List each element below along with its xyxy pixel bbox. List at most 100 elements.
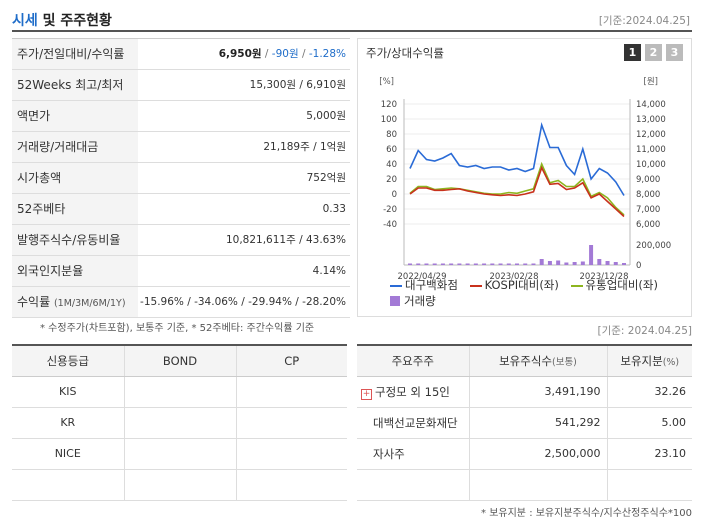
chart-page-2[interactable]: 2 bbox=[645, 44, 662, 61]
shareholders-table: 주요주주 보유주식수(보통) 보유지분(%) + 구정모 외 15인 3,491,… bbox=[357, 344, 692, 501]
legend-line-kospi bbox=[469, 284, 482, 287]
credit-cp bbox=[235, 407, 347, 439]
price: 6,950원 bbox=[218, 48, 262, 60]
left-tick-label: 120 bbox=[381, 100, 397, 110]
foreign-row: 외국인지분율 4.14% bbox=[12, 256, 350, 287]
section-header: 시세 및 주주현황 [기준:2024.04.25] bbox=[12, 8, 692, 32]
title-rest: 및 주주현황 bbox=[37, 13, 112, 29]
volume-bar bbox=[589, 245, 594, 265]
right-axis-unit: [원] bbox=[644, 77, 658, 87]
credit-cp bbox=[235, 469, 347, 501]
holders-header-shares: 보유주식수(보통) bbox=[468, 345, 607, 377]
section-title: 시세 및 주주현황 bbox=[12, 10, 112, 30]
volume-bar bbox=[457, 263, 462, 265]
volume-tick-label: 200,000 bbox=[636, 241, 671, 251]
volume-bar bbox=[498, 263, 503, 265]
volume-bar bbox=[424, 263, 429, 265]
volume-bar bbox=[465, 263, 470, 265]
volume-bar bbox=[564, 262, 569, 265]
holders-header-pct-text: 보유지분 bbox=[620, 353, 663, 368]
chart-title: 주가/상대수익률 bbox=[366, 46, 444, 60]
credit-header-rating: 신용등급 bbox=[12, 345, 124, 377]
holder-name bbox=[357, 469, 469, 501]
chart-page-1[interactable]: 1 bbox=[624, 44, 641, 61]
title-highlight: 시세 bbox=[12, 13, 38, 29]
price-change-rate: -1.28% bbox=[308, 48, 346, 60]
volume-value: 21,189주 / 1억원 bbox=[263, 141, 346, 153]
credit-agency: NICE bbox=[12, 438, 124, 470]
legend-line-stock bbox=[390, 284, 402, 287]
holders-header-pct: 보유지분(%) bbox=[606, 345, 692, 377]
volume-tick-label: 0 bbox=[636, 261, 641, 271]
legend-swatch-volume bbox=[390, 296, 400, 306]
credit-bond bbox=[123, 407, 236, 439]
right-tick-label: 12,000 bbox=[636, 130, 666, 140]
mcap-label: 시가총액 bbox=[12, 163, 138, 193]
series-line-stock bbox=[409, 121, 625, 196]
return-row: 수익률 (1M/3M/6M/1Y) -15.96% / -34.06% / -2… bbox=[12, 287, 350, 318]
chart-page-3[interactable]: 3 bbox=[666, 44, 683, 61]
legend-item-stock: 대구백화점 bbox=[390, 277, 458, 293]
holder-name: 대백선교문화재단 bbox=[357, 407, 469, 439]
left-tick-label: -40 bbox=[383, 220, 397, 230]
beta-row: 52주베타 0.33 bbox=[12, 194, 350, 225]
left-tick-label: 40 bbox=[386, 160, 397, 170]
table-row: + 구정모 외 15인 3,491,190 32.26 bbox=[357, 376, 692, 408]
right-tick-label: 13,000 bbox=[636, 115, 666, 125]
volume-bar bbox=[515, 263, 519, 265]
legend-label-retail: 유통업대비(좌) bbox=[585, 278, 658, 292]
holder-shares bbox=[468, 469, 607, 501]
weeks52-row: 52Weeks 최고/최저 15,300원 / 6,910원 bbox=[12, 70, 350, 101]
holders-header-name: 주요주주 bbox=[357, 345, 469, 377]
holder-pct bbox=[606, 469, 692, 501]
expand-icon[interactable]: + bbox=[361, 388, 372, 400]
volume-bar bbox=[440, 263, 445, 265]
return-periods: (1M/3M/6M/1Y) bbox=[53, 298, 126, 309]
table-row: KR bbox=[12, 407, 347, 439]
right-tick-label: 9,000 bbox=[636, 175, 660, 185]
volume-bar bbox=[531, 263, 536, 265]
table-row: 자사주 2,500,000 23.10 bbox=[357, 438, 692, 470]
legend-label-volume: 거래량 bbox=[404, 294, 436, 308]
volume-bar bbox=[506, 263, 511, 265]
weeks52-value: 15,300원 / 6,910원 bbox=[249, 79, 346, 91]
holder-name-text[interactable]: 구정모 외 15인 bbox=[375, 384, 450, 399]
foreign-label: 외국인지분율 bbox=[12, 256, 138, 286]
price-label: 주가/전일대비/수익률 bbox=[12, 39, 138, 69]
right-tick-label: 7,000 bbox=[636, 205, 660, 215]
table-row bbox=[12, 469, 347, 501]
legend-item-volume: 거래량 bbox=[390, 293, 436, 309]
price-change: -90원 bbox=[271, 48, 299, 60]
shares-row: 발행주식수/유동비율 10,821,611주 / 43.63% bbox=[12, 225, 350, 256]
par-row: 액면가 5,000원 bbox=[12, 101, 350, 132]
volume-bar bbox=[473, 263, 478, 265]
table-row bbox=[357, 469, 692, 501]
credit-bond bbox=[123, 469, 236, 501]
return-value: -15.96% / -34.06% / -29.94% / -28.20% bbox=[140, 296, 346, 308]
right-tick-label: 6,000 bbox=[636, 220, 660, 230]
legend-item-kospi: KOSPI대비(좌) bbox=[469, 277, 559, 293]
legend-item-retail: 유통업대비(좌) bbox=[570, 277, 658, 293]
x-tick-label: 2023/12/28 bbox=[580, 272, 629, 282]
right-tick-label: 8,000 bbox=[636, 190, 660, 200]
credit-bond bbox=[123, 376, 236, 408]
left-tick-label: 0 bbox=[392, 190, 397, 200]
holder-shares: 2,500,000 bbox=[468, 438, 607, 470]
par-label: 액면가 bbox=[12, 101, 138, 131]
table-row: 대백선교문화재단 541,292 5.00 bbox=[357, 407, 692, 439]
credit-header-bond: BOND bbox=[123, 345, 236, 377]
left-tick-label: 60 bbox=[386, 145, 397, 155]
price-info-table: 주가/전일대비/수익률 6,950원 / -90원 / -1.28% 52Wee… bbox=[12, 38, 350, 318]
holders-header-pct-unit: (%) bbox=[662, 356, 680, 368]
volume-bar bbox=[432, 263, 437, 265]
volume-bar bbox=[408, 263, 412, 265]
holders-footnote: * 보유지분 : 보유지분주식수/지수산정주식수*100 bbox=[481, 508, 692, 519]
info-footnote: * 수정주가(차트포함), 보통주 기준, * 52주베타: 주간수익률 기준 bbox=[40, 323, 315, 334]
holder-shares: 3,491,190 bbox=[468, 376, 607, 408]
return-label-text: 수익률 bbox=[17, 295, 51, 309]
left-tick-label: -20 bbox=[383, 205, 397, 215]
volume-row: 거래량/거래대금 21,189주 / 1억원 bbox=[12, 132, 350, 163]
left-tick-label: 80 bbox=[386, 130, 397, 140]
series-line-kospi bbox=[409, 165, 625, 218]
